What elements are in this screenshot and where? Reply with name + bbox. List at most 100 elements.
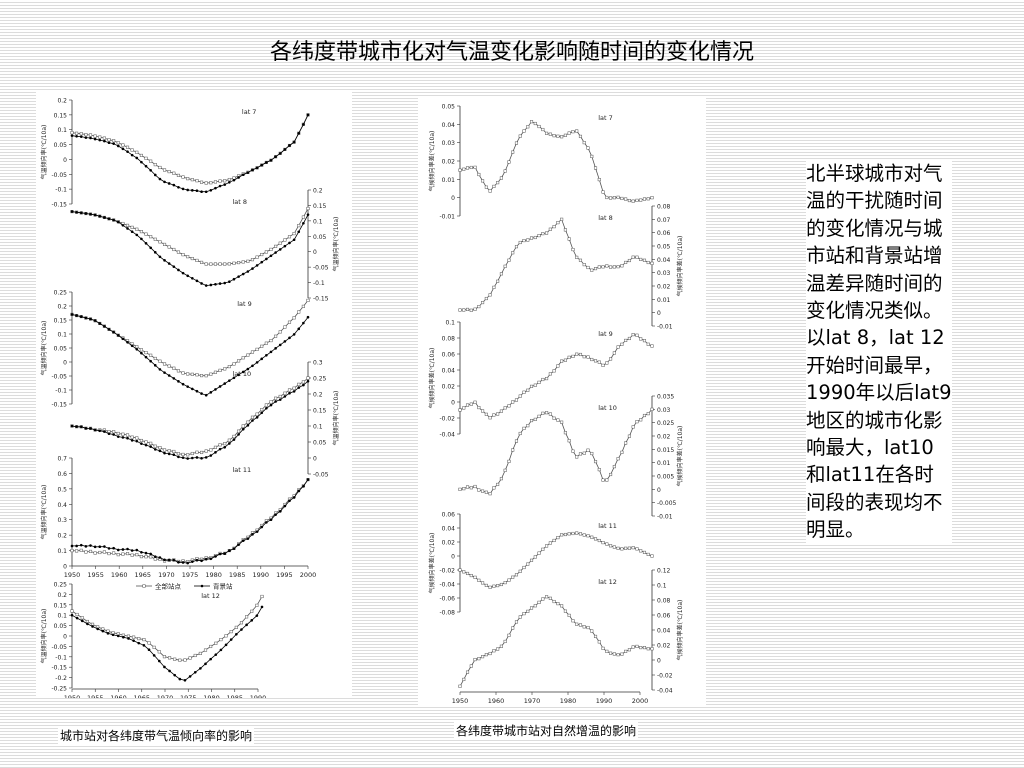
data-point — [193, 670, 197, 674]
data-point — [214, 186, 217, 190]
y-tick-label: 0.1 — [57, 332, 67, 339]
data-point — [533, 235, 537, 240]
data-point — [200, 392, 203, 395]
data-point — [96, 627, 99, 631]
data-point — [624, 260, 628, 265]
data-point — [163, 259, 166, 262]
data-point — [218, 262, 222, 266]
y-tick-label: 0.005 — [657, 474, 674, 481]
data-point — [635, 420, 639, 424]
data-point — [302, 321, 305, 325]
x-tick-label: 1990 — [596, 697, 613, 705]
data-point — [458, 308, 462, 312]
data-point — [112, 430, 116, 434]
data-point — [162, 448, 167, 452]
data-point — [167, 449, 171, 453]
data-point — [511, 400, 515, 404]
data-point — [556, 602, 560, 606]
data-point — [172, 171, 176, 175]
x-tick-label: 1990 — [250, 694, 267, 698]
data-point — [499, 644, 503, 648]
y-tick-label: 0.05 — [54, 346, 68, 353]
right-panel-lat-11: 0.06 0.04 0.02 0 -0.02 -0.04 -0.06 -0.08 气候倾向率差(… — [428, 512, 654, 617]
data-point — [79, 543, 83, 547]
data-point — [89, 317, 92, 321]
data-point — [292, 238, 296, 242]
data-point — [167, 452, 171, 456]
data-point — [529, 120, 534, 124]
data-point — [172, 366, 176, 370]
data-point — [522, 239, 526, 243]
data-point — [84, 550, 88, 554]
y-tick-label: 0.04 — [657, 257, 671, 264]
data-point — [526, 238, 530, 242]
data-point — [477, 172, 481, 177]
data-point — [250, 609, 254, 613]
data-point — [616, 195, 620, 199]
data-point — [195, 258, 199, 262]
data-point — [116, 144, 120, 148]
data-point — [465, 571, 470, 576]
data-point — [620, 342, 624, 346]
data-point — [176, 250, 180, 254]
data-point — [130, 549, 134, 552]
data-point — [172, 453, 176, 457]
data-point — [571, 247, 575, 252]
y-tick-label: -0.02 — [439, 416, 455, 423]
data-point — [529, 384, 534, 388]
data-point — [306, 206, 310, 211]
data-point — [567, 355, 571, 359]
data-point — [469, 664, 473, 668]
y-tick-label: 0.015 — [657, 447, 674, 454]
data-point — [593, 460, 598, 464]
data-point — [224, 634, 228, 638]
data-point — [620, 264, 624, 268]
y-tick-label: -0.15 — [313, 296, 329, 303]
data-point — [616, 457, 620, 461]
data-point — [190, 178, 194, 182]
data-point — [237, 176, 240, 179]
data-point — [462, 308, 466, 312]
data-point — [198, 651, 202, 655]
data-point — [650, 261, 654, 265]
data-point — [269, 158, 273, 162]
data-point — [548, 596, 552, 600]
data-point — [590, 451, 594, 456]
data-point — [578, 352, 583, 357]
data-point — [116, 334, 120, 337]
data-point — [203, 648, 208, 652]
data-point — [297, 224, 301, 228]
data-point — [130, 439, 134, 442]
data-point — [503, 639, 507, 644]
data-point — [283, 325, 287, 329]
data-point — [213, 262, 218, 266]
y-tick-label: 0 — [451, 400, 455, 407]
x-tick-label: 1970 — [158, 571, 175, 579]
data-point — [586, 625, 590, 630]
y-tick-label: -0.08 — [439, 610, 455, 617]
data-point — [484, 296, 488, 301]
data-point — [567, 439, 571, 443]
y-tick-label: 0.15 — [54, 318, 68, 325]
data-point — [575, 352, 579, 356]
data-point — [586, 448, 590, 452]
y-tick-label: 0.05 — [54, 142, 68, 149]
data-point — [200, 374, 204, 378]
data-point — [232, 362, 236, 366]
data-point — [627, 648, 631, 652]
data-point — [646, 647, 650, 651]
data-point — [575, 455, 579, 459]
data-point — [545, 131, 549, 135]
data-point — [149, 159, 153, 163]
data-point — [167, 374, 171, 377]
y-tick-label: 0.02 — [442, 540, 456, 547]
panel-label: lat 9 — [237, 300, 252, 308]
x-tick-label: 1980 — [560, 697, 577, 705]
data-point — [204, 262, 208, 266]
y-tick-label: 0.25 — [54, 290, 68, 297]
data-point — [503, 169, 507, 173]
data-point — [163, 665, 166, 669]
data-point — [650, 344, 654, 348]
data-point — [283, 504, 287, 508]
data-point — [191, 276, 194, 280]
